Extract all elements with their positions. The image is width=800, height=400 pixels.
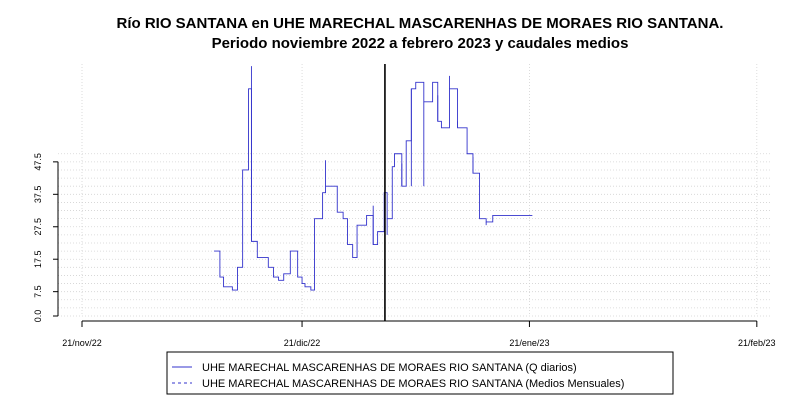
y-tick-label: 27.5 — [33, 218, 43, 236]
legend-label-monthly: UHE MARECHAL MASCARENHAS DE MORAES RIO S… — [202, 378, 624, 390]
legend: UHE MARECHAL MASCARENHAS DE MORAES RIO S… — [166, 351, 674, 395]
y-tick-label: 7.5 — [33, 285, 43, 298]
x-tick-label: 21/feb/23 — [738, 338, 776, 348]
plot-series — [214, 66, 533, 291]
axes: 0.0 7.5 17.5 27.5 37.5 47.5 21/nov/22 21/dic/22… — [33, 153, 776, 348]
grid — [58, 64, 770, 317]
legend-label-daily: UHE MARECHAL MASCARENHAS DE MORAES RIO S… — [202, 362, 577, 374]
y-tick-label: 17.5 — [33, 250, 43, 268]
y-tick-label: 37.5 — [33, 186, 43, 204]
x-tick-label: 21/dic/22 — [284, 338, 321, 348]
chart-title: Río RIO SANTANA en UHE MARECHAL MASCAREN… — [117, 15, 724, 32]
y-tick-label: 47.5 — [33, 153, 43, 171]
legend-box — [166, 351, 674, 395]
x-tick-label: 21/ene/23 — [509, 338, 549, 348]
y-tick-label: 0.0 — [33, 310, 43, 323]
x-tick-label: 21/nov/22 — [62, 338, 102, 348]
chart-subtitle: Periodo noviembre 2022 a febrero 2023 y … — [212, 35, 629, 52]
series-line-daily — [214, 81, 533, 291]
